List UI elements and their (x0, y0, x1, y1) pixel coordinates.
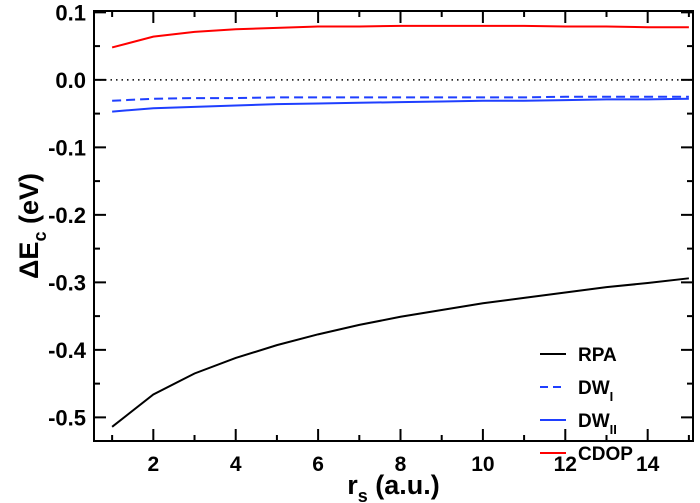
y-tick-label: 0.0 (55, 68, 86, 93)
series-line-cdop (111, 24, 689, 49)
legend-label-rpa: RPA (578, 345, 617, 366)
legend-label-dwii: DWII (578, 411, 617, 437)
legend-label-dwi: DWI (578, 378, 613, 404)
legend: RPA DWI DWII CDOP (540, 345, 633, 465)
y-tick-label: -0.4 (48, 338, 87, 363)
x-tick-label: 8 (395, 453, 407, 476)
legend-label-cdop: CDOP (578, 444, 633, 465)
x-axis-label: rs (a.u.) (347, 470, 440, 503)
x-tick-label: 2 (147, 453, 159, 476)
x-tick-label: 4 (230, 453, 242, 476)
series-line-rpa (111, 277, 689, 428)
y-tick-label: 0.1 (55, 0, 86, 25)
y-tick-label: -0.2 (48, 203, 86, 228)
plot-frame (93, 10, 694, 442)
series-line-dwii (112, 97, 689, 113)
x-tick-label: 10 (471, 453, 494, 476)
y-tick-label: -0.1 (48, 135, 86, 160)
y-axis-label: ΔEc (eV) (14, 173, 50, 279)
x-tick-label: 6 (312, 453, 324, 476)
x-tick-label: 12 (554, 453, 577, 476)
y-tick-label: -0.3 (48, 270, 86, 295)
y-tick-label: -0.5 (48, 405, 86, 430)
x-tick-label: 14 (636, 453, 660, 476)
series-line-dwi (112, 95, 689, 102)
